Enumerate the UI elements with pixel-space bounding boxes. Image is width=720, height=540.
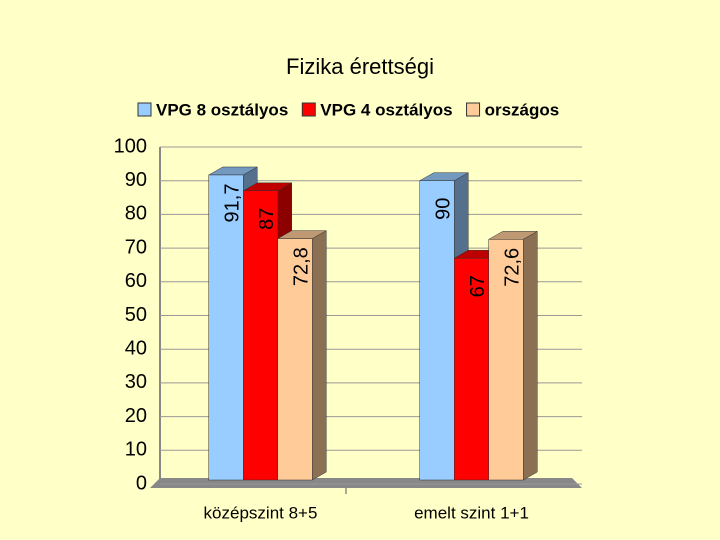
bar: [488, 239, 524, 481]
bar-side: [312, 230, 327, 481]
data-label: 90: [433, 198, 455, 220]
y-tick-label: 0: [136, 472, 147, 494]
x-tick-label: középszint 8+5: [204, 503, 318, 522]
bar: [243, 190, 278, 481]
y-tick-label: 50: [125, 304, 147, 326]
bar: [419, 180, 455, 481]
y-tick-label: 40: [125, 337, 147, 359]
data-label: 67: [467, 275, 489, 297]
legend-label: VPG 8 osztályos: [156, 100, 288, 119]
y-tick-label: 100: [114, 135, 147, 157]
legend-swatch: [301, 102, 316, 117]
bar: [208, 174, 244, 481]
legend-swatch: [466, 102, 481, 117]
chart-title: Fizika érettségi: [286, 54, 434, 79]
legend-label: VPG 4 osztályos: [320, 100, 452, 119]
y-tick-label: 60: [125, 270, 147, 292]
legend-label: országos: [485, 100, 560, 119]
bar-side: [523, 230, 538, 481]
data-label: 87: [256, 208, 278, 230]
y-tick-label: 70: [125, 236, 147, 258]
y-tick-label: 90: [125, 169, 147, 191]
y-tick-label: 10: [125, 439, 147, 461]
bar: [454, 257, 489, 481]
x-tick-label: emelt szint 1+1: [414, 503, 529, 522]
data-label: 91,7: [222, 184, 244, 223]
legend-swatch: [137, 102, 152, 117]
y-tick-label: 30: [125, 371, 147, 393]
floor: [150, 478, 582, 488]
y-tick-label: 20: [125, 405, 147, 427]
data-label: 72,6: [502, 248, 524, 287]
data-label: 72,8: [291, 247, 313, 286]
bar: [277, 238, 313, 481]
y-tick-label: 80: [125, 203, 147, 225]
